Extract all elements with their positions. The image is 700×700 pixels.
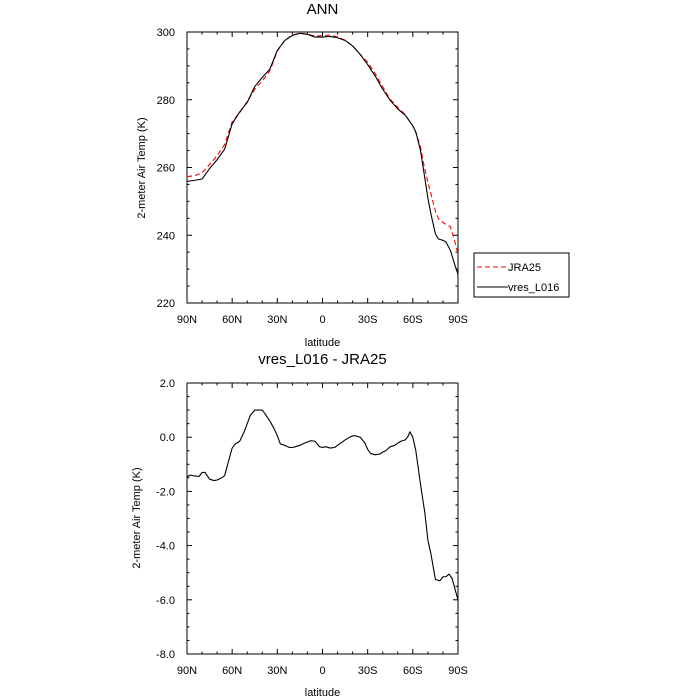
series-line-jra25 xyxy=(186,32,459,255)
x-tick-label: 60N xyxy=(222,314,242,326)
chart-title: vres_L016 - JRA25 xyxy=(258,351,386,368)
plot-frame xyxy=(186,382,459,655)
series-line-vres-l016 xyxy=(186,32,459,275)
plot-frame xyxy=(186,31,459,304)
tick-marks xyxy=(186,382,459,655)
x-tick-label: 90N xyxy=(177,314,197,326)
series-lines xyxy=(186,32,459,275)
y-tick-label: 300 xyxy=(157,27,175,39)
y-tick-label: 240 xyxy=(157,230,175,242)
y-tick-label: 220 xyxy=(157,298,175,310)
y-axis-label: 2-meter Air Temp (K) xyxy=(136,117,148,218)
panel-annual-temperature: ANN 90N 60N 30N 0 30S 60S 90S 220 240 260 280 300 l… xyxy=(136,1,468,349)
y-tick-label: -8.0 xyxy=(156,649,175,661)
x-axis-label: latitude xyxy=(305,687,340,699)
x-tick-label: 30N xyxy=(267,314,287,326)
y-tick-label: 280 xyxy=(157,95,175,107)
y-tick-label: -2.0 xyxy=(156,486,175,498)
legend-label-jra25: JRA25 xyxy=(508,262,541,274)
y-tick-label: 2.0 xyxy=(160,378,175,390)
x-axis-label: latitude xyxy=(305,337,340,349)
y-tick-label: -6.0 xyxy=(156,595,175,607)
x-tick-label: 0 xyxy=(319,314,325,326)
legend: JRA25 vres_L016 xyxy=(473,252,570,298)
series-line-vres-l016-jra25 xyxy=(186,409,459,600)
x-tick-label: 90N xyxy=(177,665,197,677)
y-tick-label: 0.0 xyxy=(160,432,175,444)
y-tick-label: -4.0 xyxy=(156,541,175,553)
legend-label-vres-l016: vres_L016 xyxy=(508,282,559,294)
series-lines xyxy=(186,409,459,600)
y-tick-label: 260 xyxy=(157,163,175,175)
x-tick-label: 90S xyxy=(448,314,468,326)
x-tick-label: 90S xyxy=(448,665,468,677)
chart-title: ANN xyxy=(307,1,339,18)
x-tick-label: 30S xyxy=(358,314,378,326)
tick-labels: 90N 60N 30N 0 30S 60S 90S 220 240 260 280 300 xyxy=(157,27,468,326)
tick-marks xyxy=(186,31,459,304)
panel-difference: vres_L016 - JRA25 90N 60N 30N 0 30S 60S 90S -8.… xyxy=(131,351,468,699)
x-tick-label: 60S xyxy=(403,314,423,326)
y-axis-label: 2-meter Air Temp (K) xyxy=(131,467,143,568)
x-tick-label: 0 xyxy=(319,665,325,677)
legend-box xyxy=(473,252,570,298)
x-tick-label: 30N xyxy=(267,665,287,677)
tick-labels: 90N 60N 30N 0 30S 60S 90S -8.0 -6.0 -4.0 -2.0 0.0 2.… xyxy=(156,378,468,677)
x-tick-label: 60N xyxy=(222,665,242,677)
x-tick-label: 60S xyxy=(403,665,423,677)
x-tick-label: 30S xyxy=(358,665,378,677)
